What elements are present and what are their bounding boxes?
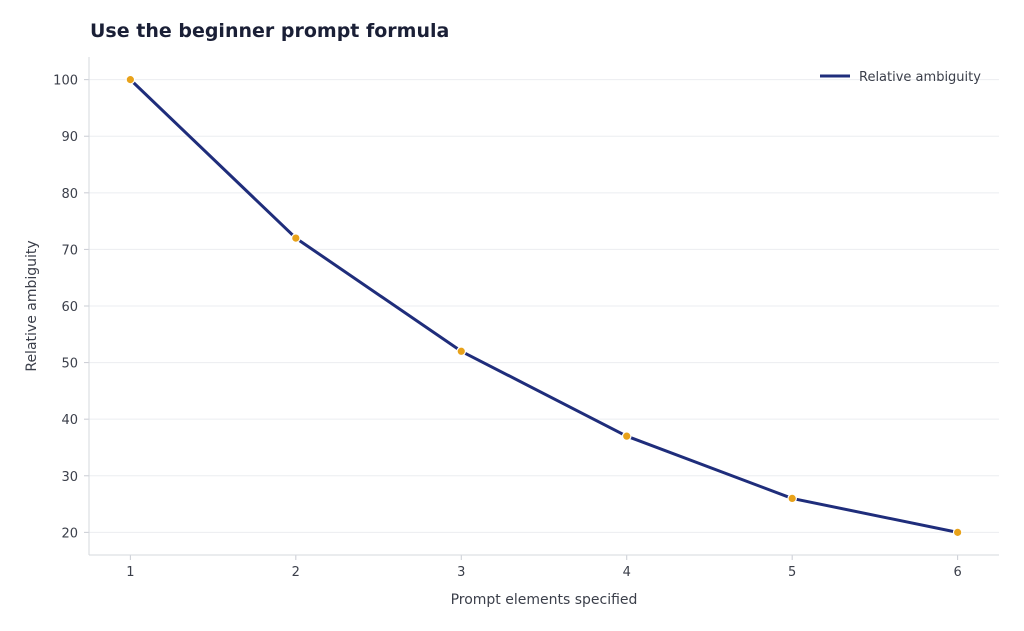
- x-tick-label-5: 5: [788, 565, 796, 580]
- x-tick-label-2: 2: [292, 565, 300, 580]
- data-point-6: [952, 527, 963, 538]
- x-axis-label: Prompt elements specified: [451, 592, 638, 608]
- series-points: [125, 74, 963, 538]
- y-tick-labels: 20 30 40 50 60 70 80 90 100: [53, 74, 78, 542]
- chart-title: Use the beginner prompt formula: [90, 20, 450, 42]
- y-tick-label-20: 20: [61, 526, 78, 541]
- legend-label: Relative ambiguity: [859, 70, 981, 85]
- data-point-5: [787, 493, 797, 504]
- y-tick-label-90: 90: [61, 130, 78, 145]
- series-lines: [128, 78, 960, 534]
- y-axis-label: Relative ambiguity: [24, 240, 40, 371]
- y-tick-label-30: 30: [61, 470, 78, 485]
- legend: Relative ambiguity: [820, 70, 981, 85]
- data-point-3: [456, 346, 467, 357]
- data-point-1: [125, 74, 136, 85]
- series-line-0: [128, 78, 960, 534]
- y-tick-label-60: 60: [61, 300, 78, 315]
- x-tick-label-4: 4: [623, 565, 631, 580]
- y-tick-label-50: 50: [61, 357, 78, 372]
- gridlines: [89, 79, 999, 533]
- y-tick-label-70: 70: [61, 243, 78, 258]
- y-tick-label-40: 40: [61, 413, 78, 428]
- x-tick-labels: 1 2 3 4 5 6: [126, 565, 962, 580]
- x-tick-label-3: 3: [457, 565, 465, 580]
- y-tick-label-100: 100: [53, 74, 78, 89]
- data-point-4: [621, 431, 632, 441]
- data-point-2: [291, 233, 301, 243]
- x-tick-label-1: 1: [126, 565, 134, 580]
- y-tick-label-80: 80: [61, 187, 78, 202]
- x-tick-label-6: 6: [953, 565, 961, 580]
- axes: [84, 57, 999, 560]
